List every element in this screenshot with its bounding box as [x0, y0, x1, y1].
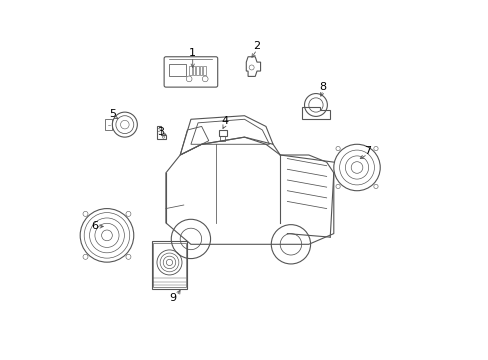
Text: 8: 8: [319, 82, 326, 92]
Bar: [169, 64, 185, 76]
Bar: [220, 136, 225, 141]
Bar: [189, 66, 191, 75]
Text: 3: 3: [157, 127, 163, 137]
Bar: [203, 66, 205, 75]
Bar: [200, 66, 202, 75]
Text: 6: 6: [91, 221, 98, 231]
Bar: [218, 130, 226, 136]
Bar: [192, 66, 195, 75]
Text: 1: 1: [189, 48, 196, 58]
Bar: [153, 243, 185, 287]
Text: 7: 7: [364, 147, 370, 157]
Bar: [196, 66, 198, 75]
Text: 4: 4: [221, 116, 228, 126]
Text: 2: 2: [253, 41, 260, 51]
Bar: [151, 241, 187, 289]
Text: 9: 9: [169, 293, 176, 303]
Text: 5: 5: [109, 109, 116, 119]
